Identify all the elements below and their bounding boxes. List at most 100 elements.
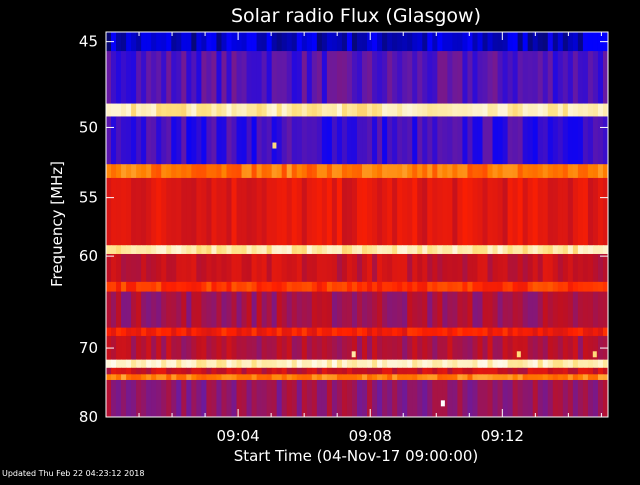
heatmap-cell [261,32,268,52]
heatmap-cell [542,359,549,369]
heatmap-cell [522,367,529,375]
heatmap-cell [176,116,182,165]
heatmap-cell [482,32,489,52]
heatmap-cell [512,253,519,283]
heatmap-cell [136,327,142,337]
heatmap-cell [246,327,253,337]
heatmap-cell [291,281,298,293]
heatmap-cell [377,374,383,381]
heatmap-cell [196,327,202,337]
heatmap-cell [547,245,554,255]
heatmap-cell [211,32,218,52]
heatmap-cell [452,103,458,118]
heatmap-cell [171,103,177,118]
heatmap-cell [161,164,167,179]
heatmap-cell [131,379,137,417]
heatmap-cell [507,177,514,246]
x-tick-label: 09:08 [349,427,392,445]
heatmap-cell [497,374,504,381]
heatmap-cell [592,116,599,165]
heatmap-cell [547,164,554,179]
heatmap-cell [251,327,258,337]
heatmap-cell [392,177,398,246]
heatmap-cell [502,103,509,118]
heatmap-cell [181,379,187,417]
heatmap-cell [552,359,559,369]
heatmap-cell [151,379,157,417]
heatmap-cell [372,103,378,118]
heatmap-cell [336,359,343,369]
heatmap-cell [111,367,117,375]
heatmap-cell [281,253,288,283]
heatmap-cell [387,177,393,246]
heatmap-cell [587,103,594,118]
heatmap-cell [286,164,293,179]
heatmap-cell [306,32,313,52]
heatmap-cell [236,291,243,329]
heatmap-cell [241,291,248,329]
heatmap-cell [256,253,263,283]
heatmap-cell [392,335,398,361]
heatmap-cell [151,374,157,381]
heatmap-cell [121,164,127,179]
heatmap-cell [562,379,569,417]
heatmap-cell [517,245,524,255]
heatmap-cell [367,379,373,417]
heatmap-cell [191,335,197,361]
heatmap-cell [231,335,238,361]
heatmap-cell [211,253,218,283]
heatmap-cell [547,51,554,105]
heatmap-cell [477,379,484,417]
heatmap-cell [126,164,132,179]
heatmap-cell [377,51,383,105]
heatmap-cell [346,32,353,52]
heatmap-cell [357,281,363,293]
heatmap-cell [106,291,112,329]
heatmap-cell [377,164,383,179]
heatmap-cell [552,32,559,52]
heatmap-cell [442,367,448,375]
heatmap-cell [597,177,604,246]
heatmap-cell [432,335,438,361]
heatmap-cell [392,379,398,417]
heatmap-cell [161,245,167,255]
heatmap-cell [582,116,589,165]
heatmap-cell [402,245,408,255]
heatmap-cell [106,374,112,381]
heatmap-cell [407,291,413,329]
heatmap-cell [221,116,228,165]
heatmap-cell [266,374,273,381]
heatmap-cell [271,327,278,337]
heatmap-cell [176,164,182,179]
heatmap-cell [457,291,464,329]
heatmap-cell [367,51,373,105]
heatmap-cell [306,367,313,375]
heatmap-cell [582,367,589,375]
heatmap-cell [151,103,157,118]
heatmap-cell [362,281,368,293]
heatmap-cell [377,281,383,293]
heatmap-cell [367,177,373,246]
heatmap-cell [106,367,112,375]
heatmap-cell [136,32,142,52]
heatmap-cell [587,253,594,283]
heatmap-cell [447,164,453,179]
heatmap-cell [407,51,413,105]
heatmap-cell [502,245,509,255]
heatmap-cell [467,281,474,293]
heatmap-cell [266,253,273,283]
heatmap-cell [116,374,122,381]
heatmap-cell [477,359,484,369]
heatmap-cell [351,379,358,417]
heatmap-cell [276,379,283,417]
heatmap-cell [201,374,207,381]
heatmap-cell [377,359,383,369]
heatmap-cell [532,327,539,337]
heatmap-cell [362,51,368,105]
heatmap-cell [301,327,308,337]
heatmap-cell [276,374,283,381]
heatmap-cell [206,245,213,255]
heatmap-cell [477,327,484,337]
heatmap-cell [236,177,243,246]
heatmap-cell [437,291,443,329]
